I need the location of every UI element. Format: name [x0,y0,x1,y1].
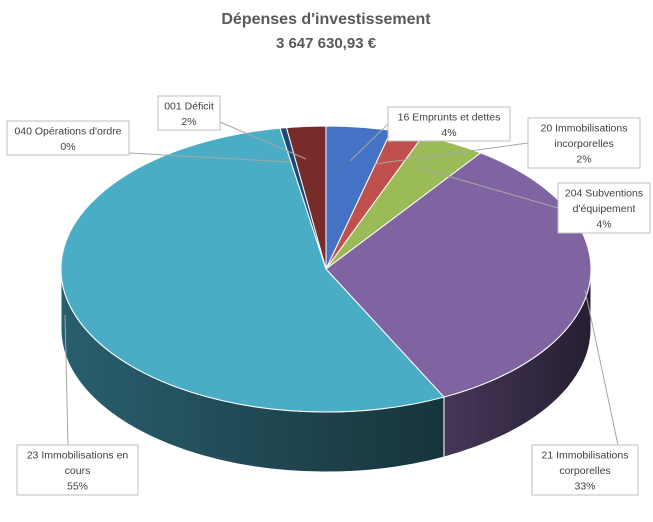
leader-line-3 [584,289,619,446]
data-label-percent-1: 2% [576,154,591,166]
data-label-box-6 [157,95,221,131]
data-label-name-2: d'équipement [573,203,636,215]
data-label-name-2: 204 Subventions [565,188,643,200]
data-label-name-4: cours [65,465,91,477]
leader-line-4 [64,314,69,446]
chart-title: Dépenses d'investissement [221,11,431,28]
data-label-percent-0: 4% [441,127,456,139]
data-label-name-5: 040 Opérations d'ordre [14,125,121,137]
data-label-percent-3: 33% [574,481,595,493]
data-label-box-1 [527,117,641,169]
leader-line-1 [374,142,529,165]
data-label-name-3: corporelles [559,465,610,477]
leader-line-5 [128,152,291,163]
leader-line-2 [419,167,559,209]
data-label-box-3 [531,444,639,496]
data-label-box-0 [387,106,511,142]
data-label-box-2 [557,182,651,234]
pie-slice-6 [285,125,327,270]
data-label-name-3: 21 Immobilisations [542,450,629,462]
data-label-box-5 [6,120,130,156]
pie-slice-3 [325,152,592,398]
pie-slice-4 [60,127,445,413]
leader-line-6 [219,121,307,160]
chart-subtitle: 3 647 630,93 € [276,35,377,52]
data-label-percent-6: 2% [181,116,196,128]
data-label-name-4: 23 Immobilisations en [27,450,129,462]
leader-line-0 [349,123,389,162]
data-label-name-1: 20 Immobilisations [541,123,628,135]
data-label-name-6: 001 Déficit [164,100,214,112]
data-label-box-4 [16,444,139,496]
data-label-name-0: 16 Emprunts et dettes [398,111,501,123]
data-label-percent-5: 0% [60,141,75,153]
data-label-percent-4: 55% [67,481,88,493]
data-label-name-1: incorporelles [554,138,614,150]
data-label-percent-2: 4% [596,219,611,231]
